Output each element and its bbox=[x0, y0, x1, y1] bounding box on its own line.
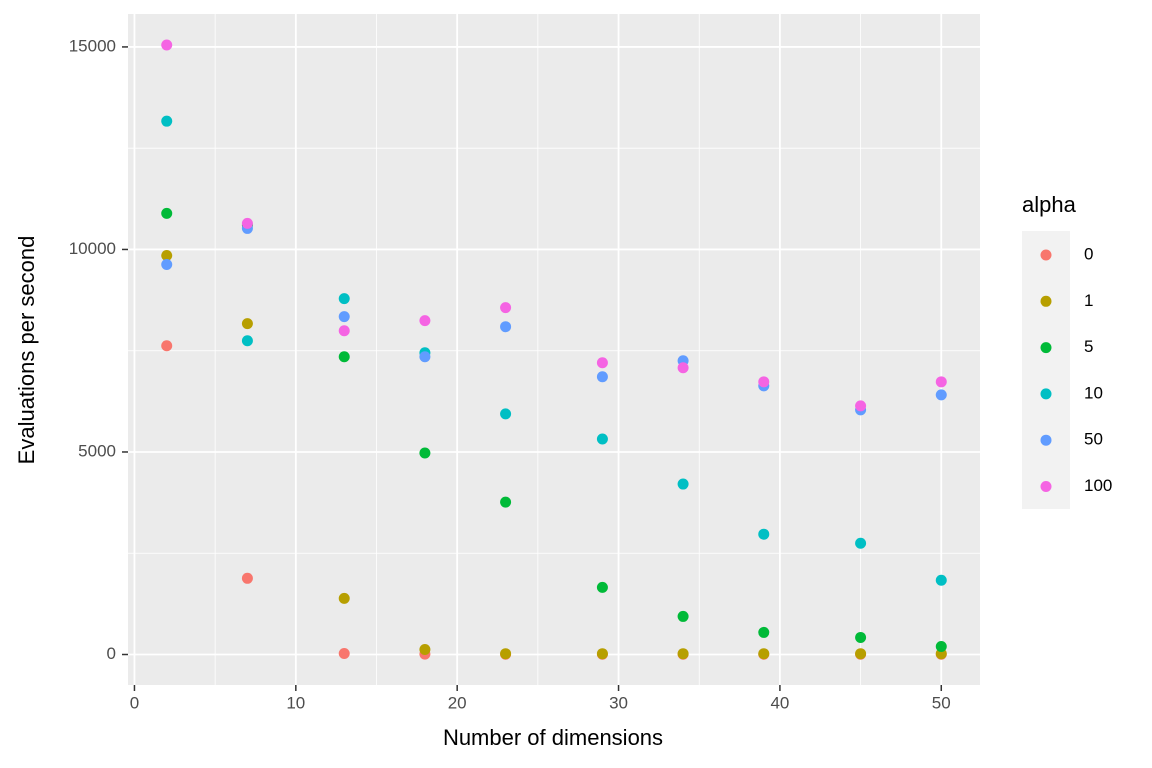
y-tick-label: 0 bbox=[107, 644, 116, 663]
legend-label: 1 bbox=[1084, 291, 1093, 310]
point bbox=[419, 447, 431, 459]
legend-label: 100 bbox=[1084, 476, 1112, 495]
legend-key bbox=[1040, 388, 1052, 400]
point bbox=[338, 293, 350, 305]
point bbox=[161, 39, 173, 51]
point bbox=[161, 115, 173, 127]
point bbox=[935, 574, 947, 586]
legend-title: alpha bbox=[1022, 192, 1077, 217]
point bbox=[677, 478, 689, 490]
point bbox=[677, 362, 689, 374]
x-tick-label: 50 bbox=[932, 693, 951, 712]
point bbox=[596, 371, 608, 383]
point bbox=[935, 640, 947, 652]
legend-key bbox=[1040, 295, 1052, 307]
point bbox=[500, 302, 512, 314]
legend-key bbox=[1040, 342, 1052, 354]
point bbox=[677, 648, 689, 660]
legend-label: 0 bbox=[1084, 244, 1093, 263]
panel bbox=[128, 14, 980, 685]
point bbox=[161, 340, 173, 352]
point bbox=[500, 648, 512, 660]
legend-key bbox=[1040, 434, 1052, 446]
point bbox=[500, 321, 512, 333]
point bbox=[500, 408, 512, 420]
point bbox=[161, 207, 173, 219]
x-axis-title: Number of dimensions bbox=[443, 725, 663, 750]
point bbox=[241, 572, 253, 584]
legend-label: 50 bbox=[1084, 430, 1103, 449]
point bbox=[596, 581, 608, 593]
point bbox=[500, 496, 512, 508]
point bbox=[596, 433, 608, 445]
point bbox=[677, 610, 689, 622]
y-tick-label: 10000 bbox=[69, 239, 116, 258]
point bbox=[419, 351, 431, 363]
point bbox=[419, 315, 431, 327]
y-tick-label: 15000 bbox=[69, 36, 116, 55]
legend-label: 5 bbox=[1084, 337, 1093, 356]
x-tick-label: 20 bbox=[448, 693, 467, 712]
point bbox=[338, 592, 350, 604]
point bbox=[161, 250, 173, 262]
x-tick-label: 0 bbox=[130, 693, 139, 712]
y-tick-label: 5000 bbox=[78, 441, 116, 460]
y-axis-title: Evaluations per second bbox=[14, 236, 39, 465]
legend-key-background bbox=[1022, 231, 1070, 509]
point bbox=[596, 357, 608, 369]
point bbox=[241, 217, 253, 229]
point bbox=[161, 259, 173, 271]
x-tick-label: 40 bbox=[770, 693, 789, 712]
point bbox=[855, 648, 867, 660]
point bbox=[338, 325, 350, 337]
point bbox=[338, 311, 350, 323]
point bbox=[855, 400, 867, 412]
point bbox=[596, 648, 608, 660]
point bbox=[338, 647, 350, 659]
point bbox=[935, 376, 947, 388]
x-tick-label: 30 bbox=[609, 693, 628, 712]
legend-key bbox=[1040, 481, 1052, 492]
point bbox=[419, 643, 431, 655]
point bbox=[855, 537, 867, 549]
point bbox=[338, 351, 350, 363]
point bbox=[935, 389, 947, 401]
point bbox=[241, 335, 253, 347]
point bbox=[758, 376, 770, 388]
legend-key bbox=[1040, 249, 1052, 261]
point bbox=[758, 528, 770, 540]
x-tick-label: 10 bbox=[286, 693, 305, 712]
legend-label: 10 bbox=[1084, 383, 1103, 402]
point bbox=[241, 318, 253, 330]
point bbox=[758, 626, 770, 638]
point bbox=[855, 631, 867, 643]
point bbox=[758, 648, 770, 660]
